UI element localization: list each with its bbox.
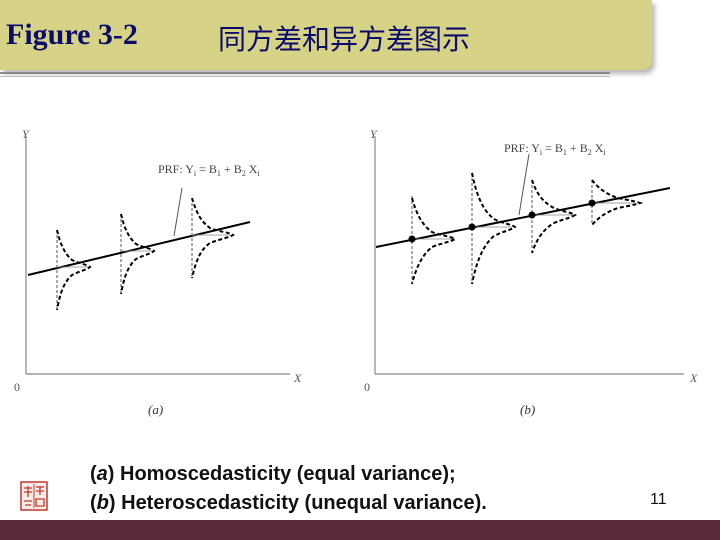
footer-bar [0,520,720,540]
panel-a-origin: 0 [14,380,20,394]
panel-b-prf-pointer [518,153,530,216]
figure-title: 同方差和异方差图示 [218,23,471,56]
divider-line [0,72,610,74]
caption-line-b: (b) Heteroscedasticity (unequal variance… [90,492,487,514]
panel-a-x-label: X [293,371,302,385]
heteroscedasticity-figure: Y X 0 PRF: Yi = B1 + B2 Xi (a) Y X 0 PRF… [14,127,698,417]
panel-a-dist3-curve [191,197,235,279]
panel-a-prf-pointer [173,187,183,237]
panel-b-dist3-curve [531,179,577,254]
figure-number: Figure 3-2 [6,18,138,51]
panel-b-dist4-curve [591,179,644,226]
title-bar: Figure 3-2 同方差和异方差图示 [0,0,652,70]
panel-b-mean-point-4 [588,199,596,207]
panel-a-label: (a) [148,402,163,417]
panel-b-y-label: Y [370,127,378,141]
divider-line-thin [0,76,610,77]
panel-b-label: (b) [520,402,535,417]
panel-b-prf-label: PRF: Yi = B1 + B2 Xi [504,141,606,157]
panel-b-mean-point-1 [408,235,416,243]
panel-b-dist1-curve [411,197,457,285]
page-number: 11 [650,491,667,508]
caption-line-a: (a) Homoscedasticity (equal variance); [90,463,456,485]
seal-stamp-icon [20,481,48,511]
figure-caption: (a) Homoscedasticity (equal variance); (… [90,460,487,518]
panel-b-origin: 0 [364,380,370,394]
panel-b: Y X 0 PRF: Yi = B1 + B2 Xi (b) [364,127,698,417]
panel-b-x-label: X [689,371,698,385]
panel-b-dist2-curve [471,172,517,285]
panel-a: Y X 0 PRF: Yi = B1 + B2 Xi (a) [14,127,302,417]
panel-a-y-label: Y [22,127,30,141]
panel-a-prf-label: PRF: Yi = B1 + B2 Xi [158,162,260,178]
panel-a-prf-line [27,221,251,276]
panel-b-mean-point-2 [468,223,476,231]
panel-b-mean-point-3 [528,211,536,219]
panel-a-dist1-curve [56,229,92,311]
panel-a-dist2-curve [120,213,156,295]
